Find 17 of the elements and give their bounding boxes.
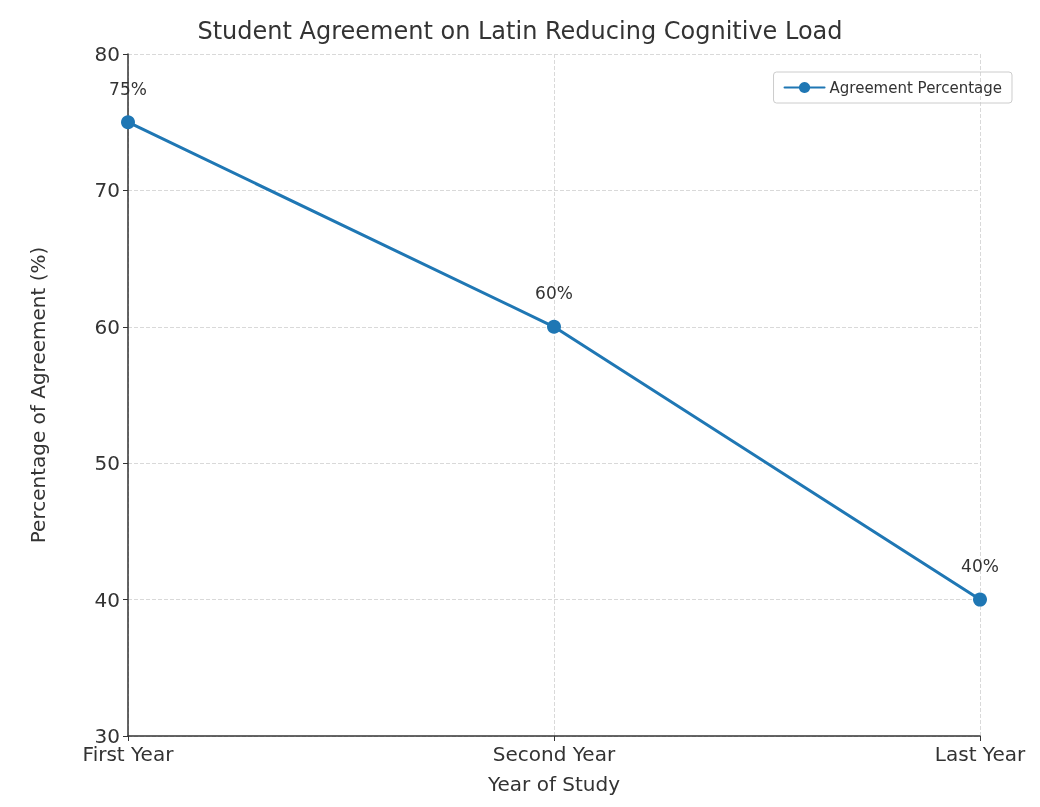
y-tick-label: 50 (94, 451, 120, 476)
data-label: 60% (535, 283, 573, 304)
y-tick-label: 80 (94, 42, 120, 66)
y-tick-label: 60 (94, 314, 120, 339)
x-tick-label: First Year (82, 742, 175, 766)
y-axis-title: Percentage of Agreement (%) (26, 246, 50, 544)
x-tick-label: Last Year (934, 742, 1026, 766)
x-axis-title: Year of Study (486, 772, 621, 796)
y-tick-label: 40 (94, 587, 120, 612)
legend-label: Agreement Percentage (829, 78, 1003, 97)
data-label: 40% (961, 556, 999, 577)
y-tick-label: 70 (94, 178, 120, 203)
point (121, 115, 135, 130)
point (547, 319, 561, 334)
x-tick-label: Second Year (492, 742, 616, 766)
chart-title: Student Agreement on Latin Reducing Cognitive Load (197, 17, 843, 45)
point (973, 592, 987, 607)
